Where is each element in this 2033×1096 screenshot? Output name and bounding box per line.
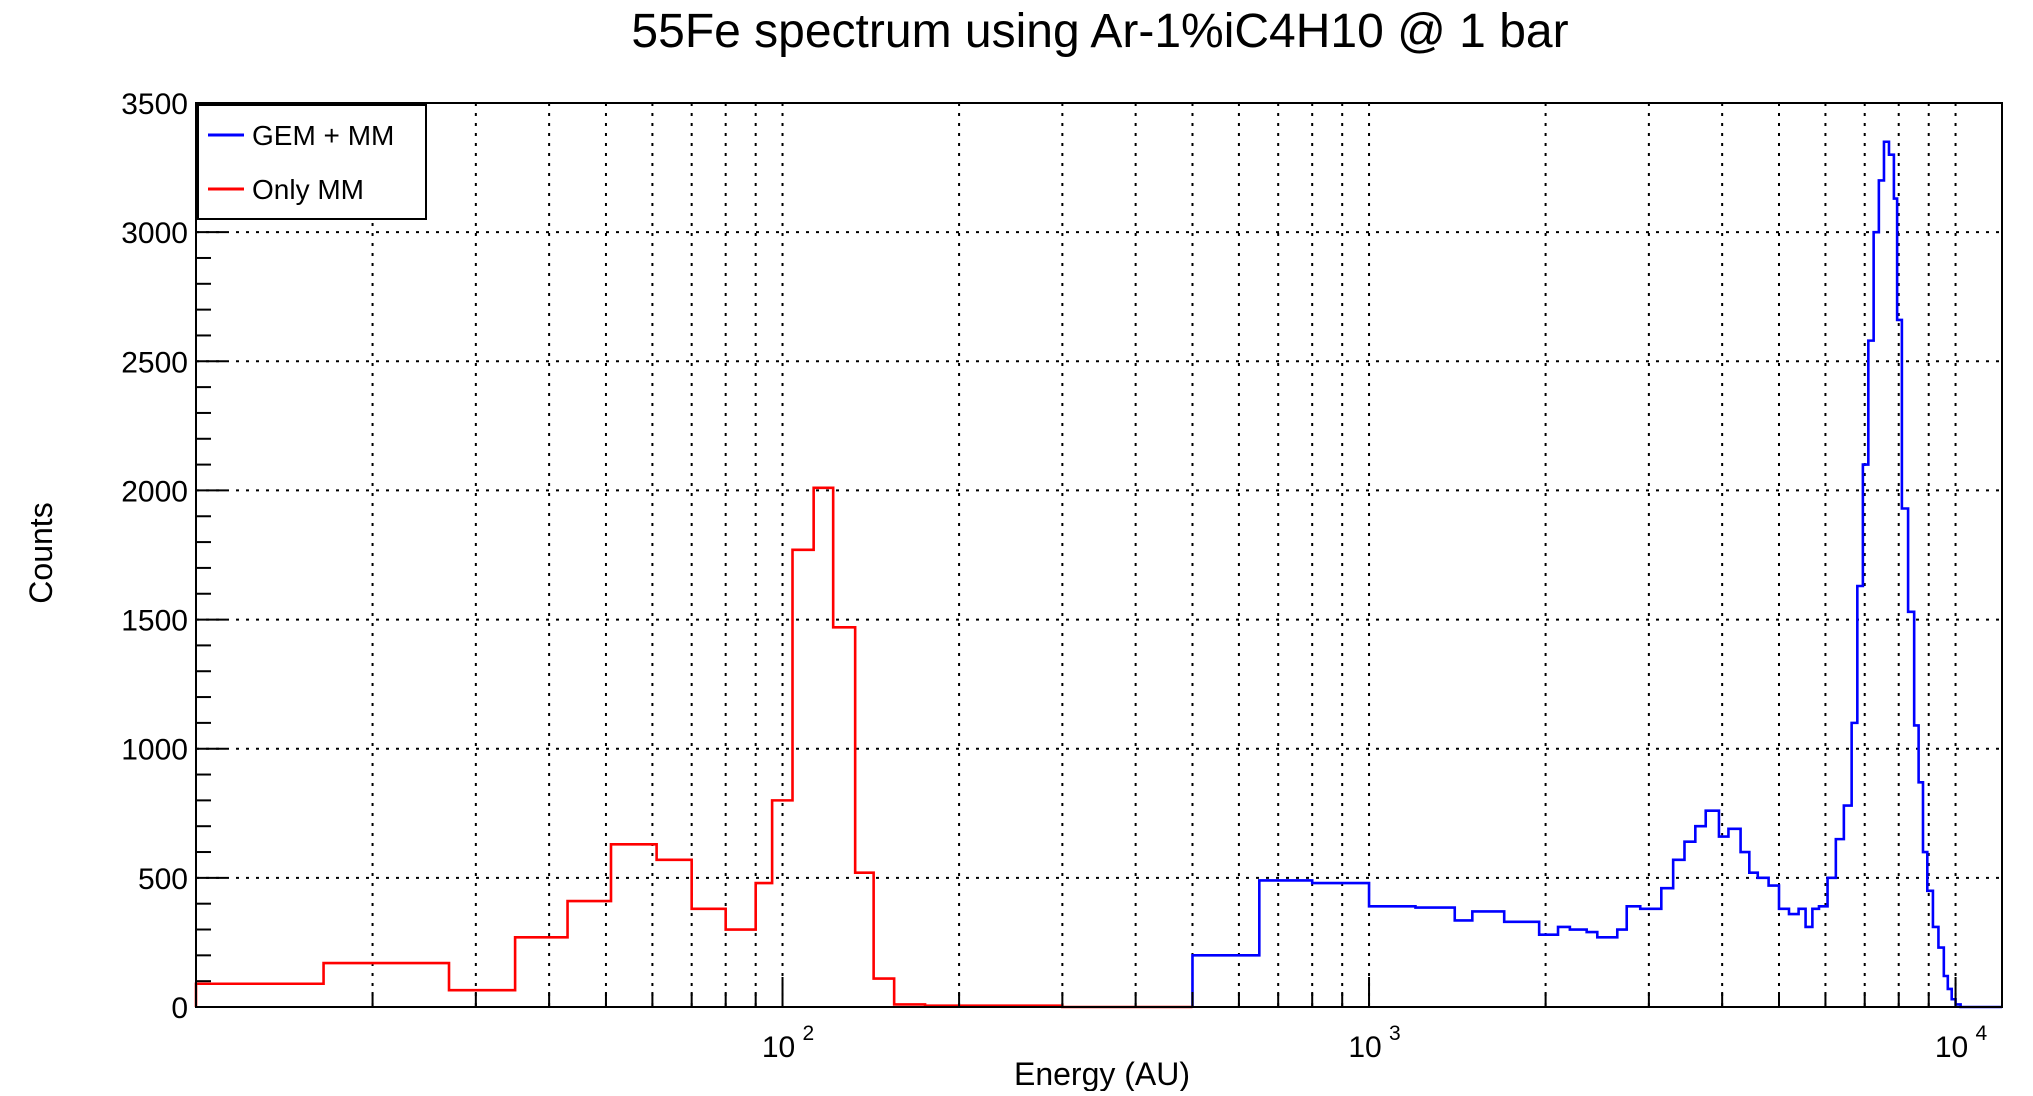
legend: GEM + MM Only MM [197,104,427,220]
y-axis-label: Counts [23,502,59,603]
legend-box [197,104,427,220]
y-tick-label: 1000 [121,734,188,767]
y-tick-label: 2500 [121,346,188,379]
legend-label: GEM + MM [252,120,394,151]
x-axis-label: Energy (AU) [1014,1056,1190,1091]
series-line-gem-mm [1191,140,2002,1009]
x-tick-label: 10 [1935,1031,1968,1064]
y-tick-label: 2000 [121,475,188,508]
x-tick-label: 10 [1348,1031,1381,1064]
grid-lines [196,103,2002,1007]
y-tick-label: 0 [171,992,188,1025]
y-tick-label: 1500 [121,605,188,638]
x-tick-exponent: 3 [1389,1022,1401,1045]
data-series [194,140,2002,1009]
plot-frame [195,102,2003,1008]
y-tick-label: 3500 [121,88,188,121]
chart-title: 55Fe spectrum using Ar-1%iC4H10 @ 1 bar [631,5,1568,58]
y-tick-label: 3000 [121,217,188,250]
axes: 0 500 1000 1500 2000 2500 3000 3500 10 2 10 3 10 4 [121,88,2003,1064]
x-tick-exponent: 2 [803,1022,815,1045]
x-tick-exponent: 4 [1976,1022,1988,1045]
series-line-only-mm [194,486,1193,1009]
legend-label: Only MM [252,174,364,205]
y-tick-label: 500 [138,863,188,896]
x-tick-label: 10 [762,1031,795,1064]
